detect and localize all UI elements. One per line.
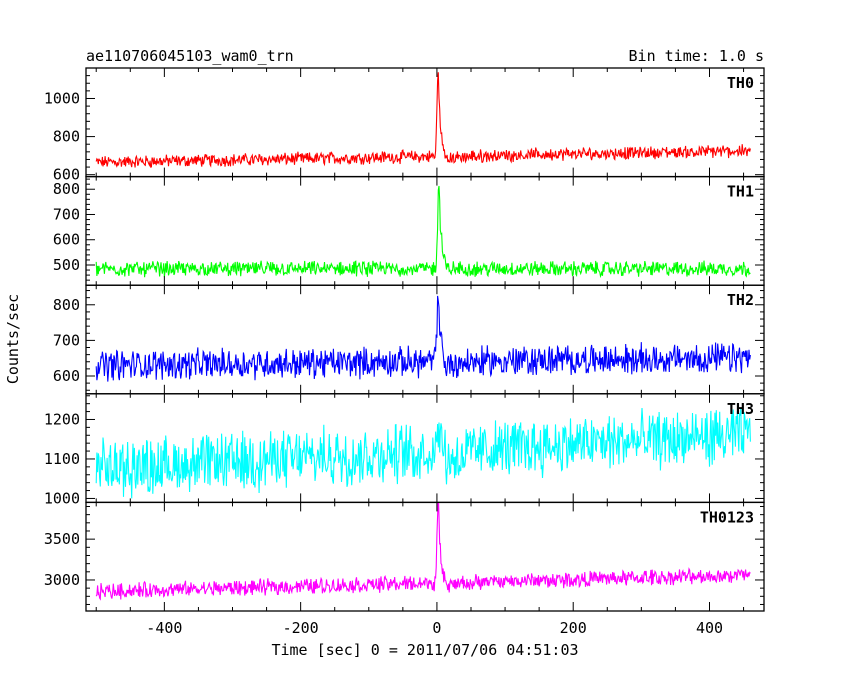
y-tick-label: 600 [53, 166, 80, 184]
y-tick-label: 1000 [44, 89, 80, 107]
y-axis-label: Counts/sec [4, 294, 22, 384]
panel-th2: 600 700 800 TH2 [53, 284, 765, 395]
x-axis-label: Time [sec] 0 = 2011/07/06 04:51:03 [271, 641, 578, 659]
panel-label: TH0123 [700, 508, 754, 526]
y-tick-label: 600 [53, 231, 80, 249]
panel-th3: 1000 1100 1200 TH3 [44, 393, 765, 507]
panel-frame [85, 284, 765, 395]
panel-label: TH2 [727, 291, 754, 309]
y-tick-label: 3500 [44, 530, 80, 548]
y-tick-label: 500 [53, 256, 80, 274]
panel-th0123: 3000 3500 TH0123 [44, 501, 765, 612]
panel-th0: 600 800 1000 TH0 [44, 67, 765, 184]
y-tick-label: 1100 [44, 450, 80, 468]
y-tick-label: 1000 [44, 489, 80, 507]
series-line-th0123 [95, 502, 751, 601]
y-tick-label: 800 [53, 180, 80, 198]
chart-title: ae110706045103_wam0_trn [86, 47, 294, 65]
panel-frame [85, 501, 765, 612]
chart-subtitle: Bin time: 1.0 s [629, 47, 764, 65]
panel-th1: 500 600 700 800 TH1 [53, 175, 765, 286]
x-tick-label: -400 [146, 619, 182, 637]
panel-label: TH3 [727, 400, 754, 418]
y-tick-label: 600 [53, 367, 80, 385]
panel-label: TH0 [727, 74, 754, 92]
series-line-th3 [95, 407, 751, 499]
y-tick-label: 700 [53, 205, 80, 223]
y-tick-label: 800 [53, 128, 80, 146]
panel-label: TH1 [727, 183, 754, 201]
x-tick-label: -200 [283, 619, 319, 637]
y-tick-label: 3000 [44, 571, 80, 589]
series-line-th0 [95, 72, 751, 168]
x-tick-label: 200 [560, 619, 587, 637]
y-tick-label: 700 [53, 331, 80, 349]
series-line-th2 [95, 295, 751, 382]
y-tick-label: 1200 [44, 410, 80, 428]
y-tick-label: 800 [53, 296, 80, 314]
x-tick-label: 400 [696, 619, 723, 637]
x-tick-label: 0 [432, 619, 441, 637]
series-line-th1 [95, 185, 751, 279]
